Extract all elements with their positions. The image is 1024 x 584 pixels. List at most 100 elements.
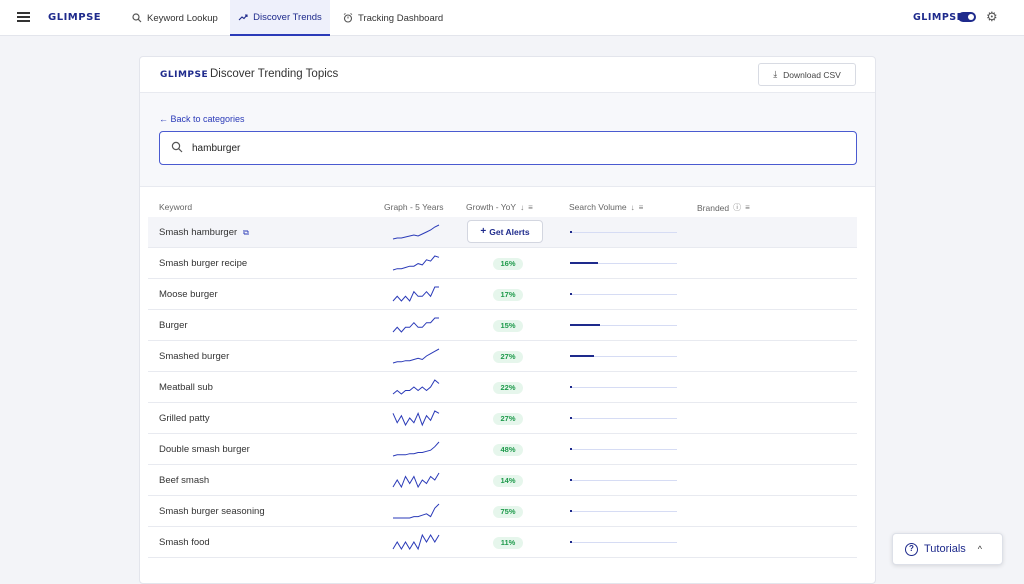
header-graph-label: Graph - 5 Years bbox=[384, 202, 444, 212]
search-volume-fill bbox=[570, 448, 572, 450]
keyword-text: Smash burger seasoning bbox=[159, 506, 265, 517]
download-icon: ⤓ bbox=[773, 69, 778, 79]
keyword-text: Beef smash bbox=[159, 475, 210, 486]
sparkline-graph bbox=[392, 286, 439, 302]
external-link-icon[interactable]: ⧉ bbox=[243, 227, 249, 237]
back-to-categories-link[interactable]: ← Back to categories bbox=[159, 114, 245, 124]
keyword-text: Smashed burger bbox=[159, 351, 230, 362]
sparkline-graph bbox=[392, 441, 440, 457]
table-row[interactable]: Smash burger recipe 16% bbox=[148, 248, 857, 279]
sparkline-series bbox=[392, 255, 440, 271]
keyword-text: Smash hamburger bbox=[159, 227, 238, 238]
tab-discover-trends[interactable]: Discover Trends bbox=[230, 0, 330, 36]
mode-toggle[interactable] bbox=[958, 12, 976, 22]
help-icon[interactable]: ⓘ bbox=[733, 203, 742, 212]
table-row[interactable]: Meatball sub 22% bbox=[148, 372, 857, 403]
sparkline-graph bbox=[392, 533, 440, 551]
chevron-up-icon: ^ bbox=[977, 544, 983, 554]
table-header: Keyword Graph - 5 Years Growth - YoY ↓ ≡ S… bbox=[140, 187, 875, 217]
header-branded-label: Branded bbox=[697, 202, 730, 213]
growth-badge: 15% bbox=[493, 320, 523, 332]
growth-badge: 16% bbox=[493, 258, 523, 270]
sort-down-icon[interactable]: ↓ bbox=[520, 202, 525, 212]
search-volume-bar bbox=[570, 231, 677, 233]
tab-label: Tracking Dashboard bbox=[358, 12, 444, 24]
gear-icon[interactable]: ⚙ bbox=[986, 9, 998, 24]
growth-badge: 48% bbox=[493, 444, 523, 456]
filter-icon[interactable]: ≡ bbox=[638, 202, 644, 212]
alarm-icon bbox=[343, 13, 353, 23]
keyword-cell[interactable]: Burger bbox=[159, 320, 188, 331]
header-growth[interactable]: Growth - YoY ↓ ≡ bbox=[466, 202, 533, 212]
header-volume[interactable]: Search Volume ↓ ≡ bbox=[569, 202, 643, 212]
keyword-cell[interactable]: Meatball sub bbox=[159, 382, 213, 393]
keyword-cell[interactable]: Smash burger seasoning bbox=[159, 506, 265, 517]
header-keyword: Keyword bbox=[159, 202, 192, 212]
search-volume-bar bbox=[570, 448, 677, 450]
growth-badge: 75% bbox=[493, 506, 523, 518]
growth-badge: 27% bbox=[493, 413, 523, 425]
growth-badge: 17% bbox=[493, 289, 523, 301]
filter-icon[interactable]: ≡ bbox=[528, 202, 533, 212]
download-csv-button[interactable]: ⤓ Download CSV bbox=[758, 63, 856, 86]
keyword-text: Meatball sub bbox=[159, 382, 213, 393]
sparkline-graph bbox=[392, 255, 440, 271]
table-row[interactable]: Smash hamburger ⧉ + Get Alerts bbox=[148, 217, 857, 248]
plus-icon: + bbox=[480, 226, 487, 237]
search-box[interactable] bbox=[159, 131, 857, 165]
keyword-text: Double smash burger bbox=[159, 444, 250, 455]
sparkline-series bbox=[392, 379, 440, 395]
get-alerts-label: Get Alerts bbox=[489, 226, 530, 237]
keyword-text: Smash burger recipe bbox=[159, 258, 248, 269]
search-volume-bar bbox=[570, 386, 677, 388]
keyword-cell[interactable]: Smash food bbox=[159, 537, 210, 548]
tutorials-button[interactable]: ? Tutorials ^ bbox=[892, 533, 1003, 565]
growth-badge: 14% bbox=[493, 475, 523, 487]
table-row[interactable]: Grilled patty 27% bbox=[148, 403, 857, 434]
sparkline-graph bbox=[392, 410, 440, 427]
search-volume-fill bbox=[570, 355, 594, 357]
sparkline-graph bbox=[392, 472, 440, 489]
search-volume-fill bbox=[570, 479, 572, 481]
search-input[interactable] bbox=[192, 138, 832, 158]
keyword-cell[interactable]: Beef smash bbox=[159, 475, 209, 486]
sparkline-graph bbox=[392, 224, 440, 240]
table-row[interactable]: Smash burger seasoning 75% bbox=[148, 496, 857, 527]
card-logo: GLIMPSE bbox=[160, 70, 209, 80]
filter-area: ← Back to categories bbox=[140, 93, 875, 187]
header-growth-label: Growth - YoY bbox=[466, 202, 517, 212]
search-volume-bar bbox=[570, 262, 677, 264]
tab-tracking-dashboard[interactable]: Tracking Dashboard bbox=[343, 0, 448, 36]
growth-badge: 11% bbox=[493, 537, 523, 549]
app-logo[interactable]: GLIMPSE bbox=[48, 12, 102, 23]
sort-down-icon[interactable]: ↓ bbox=[630, 202, 635, 212]
sparkline-series bbox=[392, 410, 440, 427]
table-row[interactable]: Moose burger 17% bbox=[148, 279, 857, 310]
keyword-cell[interactable]: Grilled patty bbox=[159, 413, 210, 424]
table-row[interactable]: Double smash burger 48% bbox=[148, 434, 857, 465]
tutorials-label: Tutorials bbox=[924, 543, 966, 555]
search-volume-bar bbox=[570, 293, 677, 295]
table-row[interactable]: Burger 15% bbox=[148, 310, 857, 341]
table-row[interactable]: Smashed burger 27% bbox=[148, 341, 857, 372]
filter-icon[interactable]: ≡ bbox=[745, 203, 750, 212]
sparkline-graph bbox=[392, 317, 439, 333]
keyword-text: Smash food bbox=[159, 537, 210, 548]
tab-label: Keyword Lookup bbox=[147, 12, 218, 24]
keyword-cell[interactable]: Double smash burger bbox=[159, 444, 250, 455]
header-graph: Graph - 5 Years bbox=[384, 202, 444, 212]
hamburger-menu-icon[interactable] bbox=[17, 12, 30, 22]
table-row[interactable]: Beef smash 14% bbox=[148, 465, 857, 496]
get-alerts-button[interactable]: + Get Alerts bbox=[467, 220, 543, 243]
question-icon: ? bbox=[905, 542, 918, 556]
keyword-cell[interactable]: Moose burger bbox=[159, 289, 218, 300]
header-branded[interactable]: Branded ⓘ ≡ bbox=[697, 202, 750, 213]
keyword-text: Moose burger bbox=[159, 289, 218, 300]
tab-keyword-lookup[interactable]: Keyword Lookup bbox=[132, 0, 224, 36]
table-row[interactable]: Smash food 11% bbox=[148, 527, 857, 558]
search-volume-fill bbox=[570, 417, 572, 419]
growth-badge: 22% bbox=[493, 382, 523, 394]
keyword-cell[interactable]: Smashed burger bbox=[159, 351, 229, 362]
keyword-cell[interactable]: Smash hamburger ⧉ bbox=[159, 227, 249, 238]
keyword-cell[interactable]: Smash burger recipe bbox=[159, 258, 247, 269]
